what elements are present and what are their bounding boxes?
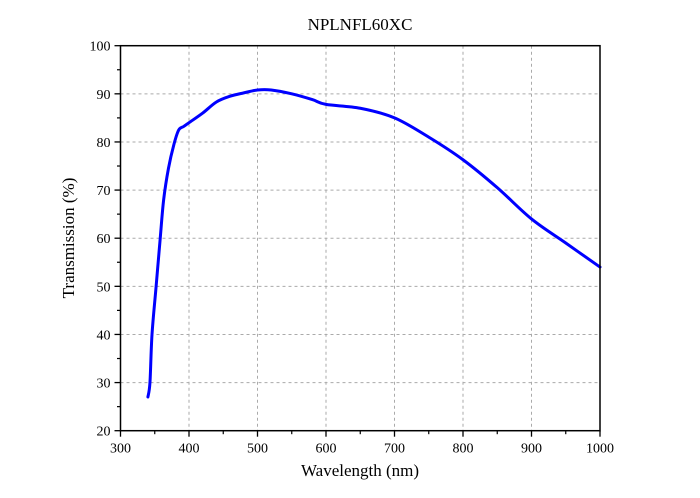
x-tick-label: 300 <box>110 442 131 457</box>
y-tick-label: 60 <box>97 232 111 247</box>
axis-ticks <box>114 45 601 437</box>
x-tick-label: 700 <box>384 442 405 457</box>
y-tick-label: 20 <box>97 425 111 440</box>
y-tick-label: 100 <box>90 40 111 55</box>
tick-labels: 300 400 500 600 700 800 900 1000 20 30 40 50 60 70 80 9… <box>90 40 615 457</box>
x-axis-title: Wavelength (nm) <box>301 461 419 480</box>
y-tick-label: 40 <box>97 328 111 343</box>
x-tick-label: 900 <box>521 442 542 457</box>
x-tick-label: 600 <box>316 442 337 457</box>
plot-frame <box>119 44 601 432</box>
y-tick-label: 90 <box>97 88 111 103</box>
x-tick-label: 400 <box>179 442 200 457</box>
transmission-line <box>146 88 602 399</box>
x-tick-label: 800 <box>453 442 474 457</box>
y-tick-label: 80 <box>97 136 111 151</box>
y-tick-label: 30 <box>97 377 111 392</box>
x-tick-label: 500 <box>247 442 268 457</box>
y-tick-label: 70 <box>97 184 111 199</box>
grid <box>120 45 600 431</box>
y-tick-label: 50 <box>97 280 111 295</box>
y-axis-title: Transmission (%) <box>59 178 78 299</box>
x-tick-label: 1000 <box>586 442 614 457</box>
chart-title: NPLNFL60XC <box>308 15 413 34</box>
